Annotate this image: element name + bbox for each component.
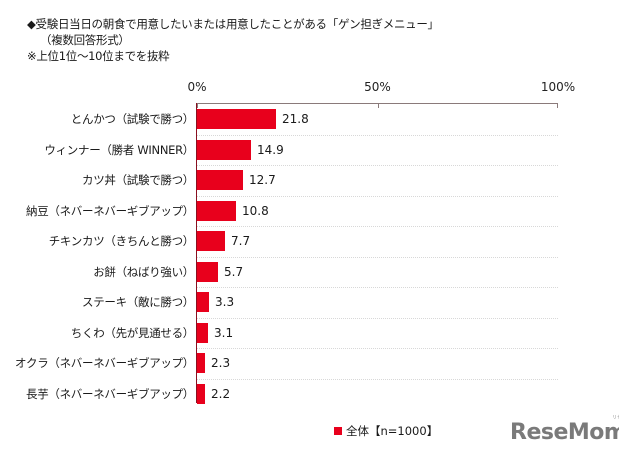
chart-note: ※上位1位～10位までを抜粋 xyxy=(27,49,170,63)
chart-title-line2: （複数回答形式） xyxy=(40,33,130,47)
bar-value-label: 7.7 xyxy=(231,234,251,248)
category-label: チキンカツ（きちんと勝つ） xyxy=(48,234,195,248)
resemom-logo: ReseMom. リセマム xyxy=(510,415,619,445)
category-label: 納豆（ネバーネバーギブアップ） xyxy=(26,204,194,218)
axis-tick-label: 100% xyxy=(540,80,576,94)
axis-tick-mark xyxy=(197,103,198,108)
chart-title-line1: ◆受験日当日の朝食で用意したいまたは用意したことがある「ゲン担ぎメニュー」 xyxy=(27,17,439,31)
bar xyxy=(197,170,243,190)
bar-value-label: 12.7 xyxy=(249,173,276,187)
legend-label: 全体【n=1000】 xyxy=(346,424,439,438)
bar xyxy=(197,262,218,282)
bar-value-label: 21.8 xyxy=(282,112,309,126)
gridline xyxy=(197,135,558,136)
bar xyxy=(197,292,209,312)
category-label: お餅（ねばり強い） xyxy=(93,265,194,279)
bar-value-label: 14.9 xyxy=(257,143,284,157)
legend-swatch xyxy=(334,427,342,435)
bar-value-label: 3.3 xyxy=(215,295,235,309)
chart-title: ◆受験日当日の朝食で用意したいまたは用意したことがある「ゲン担ぎメニュー」 （複… xyxy=(27,16,439,48)
logo-kana: リセマム xyxy=(612,415,619,421)
axis-tick-label: 0% xyxy=(187,80,207,94)
category-label: とんかつ（試験で勝つ） xyxy=(70,112,195,126)
axis-tick-mark xyxy=(377,103,379,108)
bar xyxy=(197,353,205,373)
category-label: 長芋（ネバーネバーギブアップ） xyxy=(26,387,194,401)
axis-tick-mark xyxy=(557,103,558,108)
legend: 全体【n=1000】 xyxy=(334,423,438,439)
gridline xyxy=(197,196,558,197)
bar-value-label: 2.2 xyxy=(211,387,231,401)
logo-text: ReseMom. xyxy=(510,420,619,445)
gridline xyxy=(197,287,558,288)
gridline xyxy=(197,348,558,349)
category-label: ウィンナー（勝者 WINNER） xyxy=(44,143,194,157)
category-label: カツ丼（試験で勝つ） xyxy=(82,173,194,187)
bar-value-label: 2.3 xyxy=(211,356,231,370)
bar xyxy=(197,109,276,129)
axis-tick-label: 50% xyxy=(364,80,391,94)
bar xyxy=(197,323,208,343)
bar-value-label: 10.8 xyxy=(242,204,269,218)
category-label: ちくわ（先が見通せる） xyxy=(70,326,195,340)
y-axis-line xyxy=(196,103,197,403)
category-label: ステーキ（敵に勝つ） xyxy=(82,295,194,309)
x-axis-line xyxy=(197,103,558,104)
bar-value-label: 5.7 xyxy=(224,265,244,279)
bar xyxy=(197,384,205,404)
gridline xyxy=(197,226,558,227)
category-label: オクラ（ネバーネバーギブアップ） xyxy=(15,356,194,370)
gridline xyxy=(197,165,558,166)
bar xyxy=(197,140,251,160)
gridline xyxy=(197,257,558,258)
bar xyxy=(197,201,236,221)
gridline xyxy=(197,318,558,319)
bar xyxy=(197,231,225,251)
bar-value-label: 3.1 xyxy=(214,326,234,340)
gridline xyxy=(197,379,558,380)
